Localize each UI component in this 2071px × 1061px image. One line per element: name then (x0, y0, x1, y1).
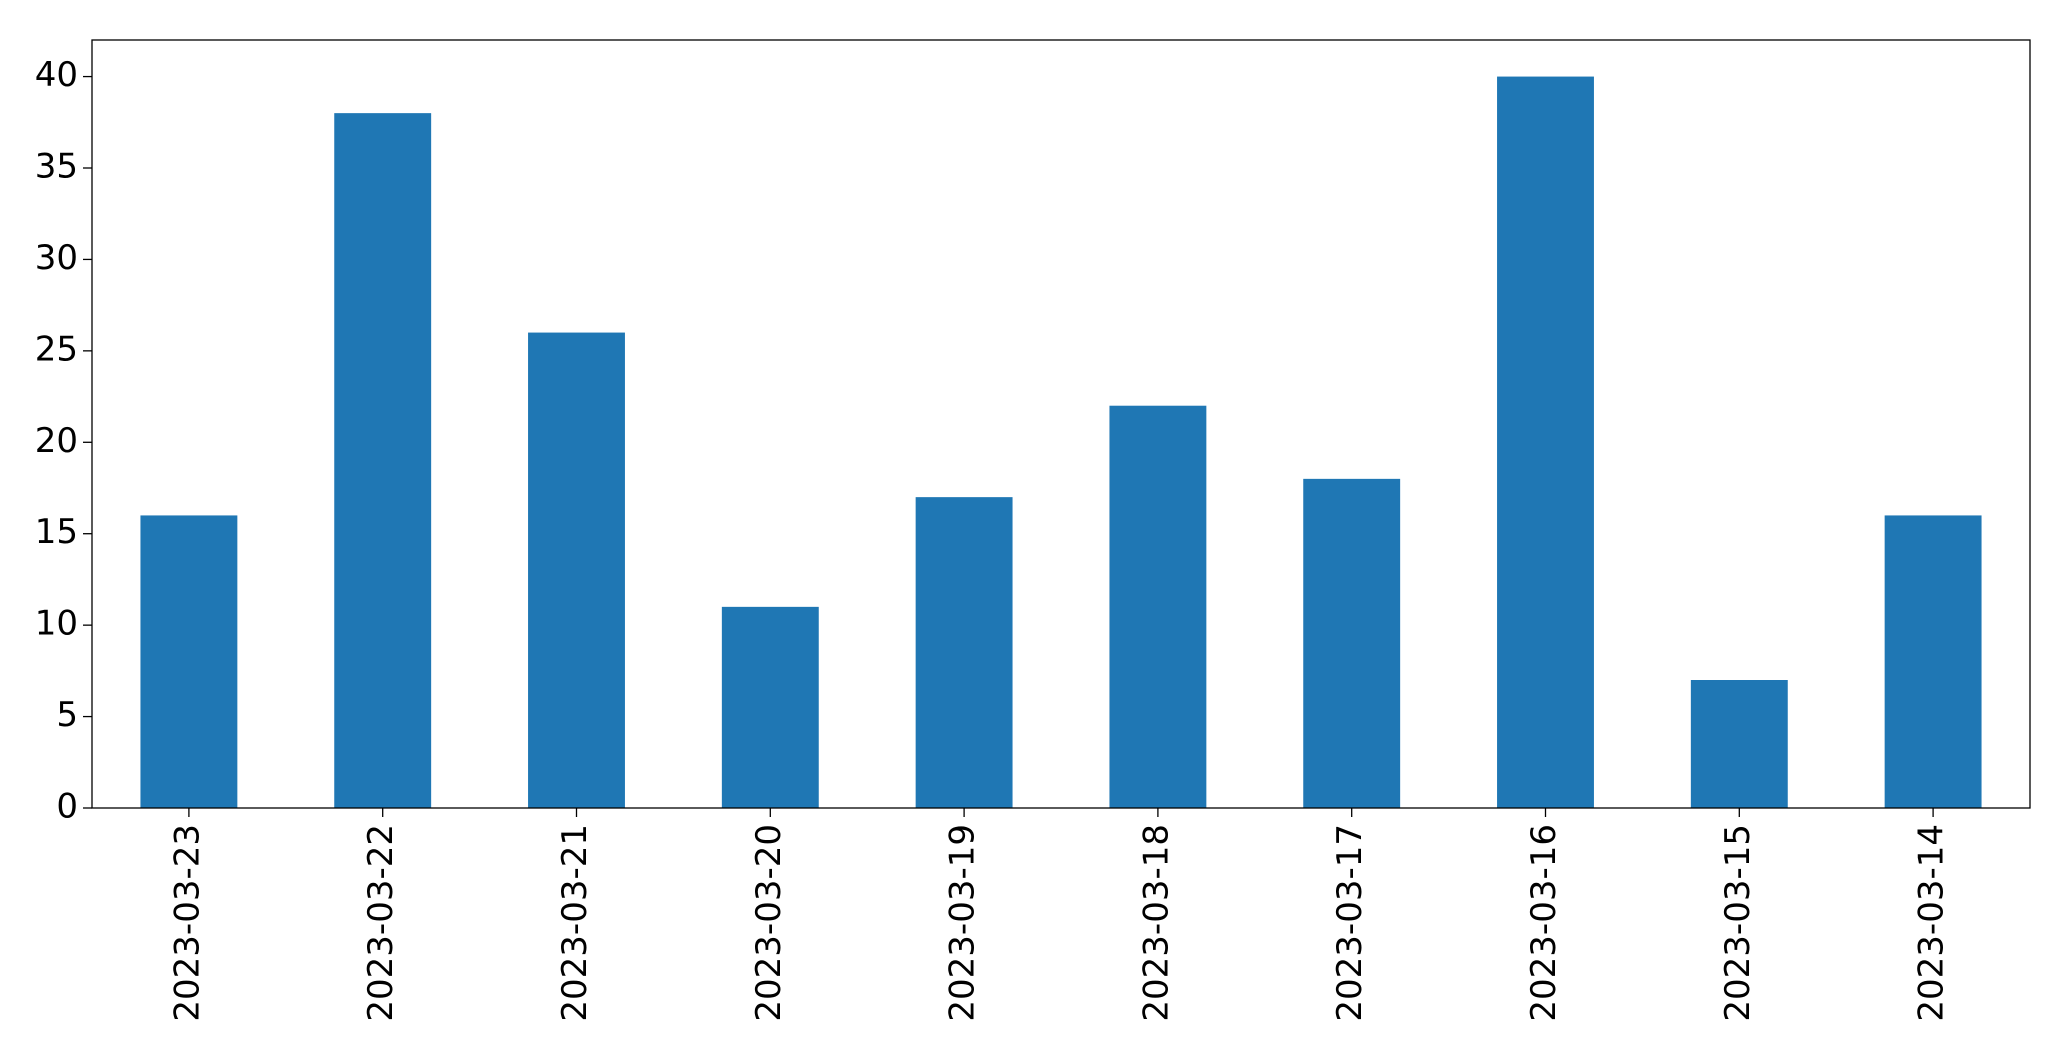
bar (528, 332, 625, 808)
y-tick-label: 5 (56, 695, 78, 735)
y-tick-label: 20 (35, 421, 78, 461)
bar (1109, 405, 1207, 808)
bar (1690, 680, 1788, 808)
x-tick-label: 2023-03-18 (1136, 824, 1176, 1022)
x-tick-label: 2023-03-21 (555, 824, 595, 1022)
x-tick-label: 2023-03-22 (361, 824, 401, 1022)
x-tick-label: 2023-03-20 (749, 824, 789, 1022)
bar (334, 113, 432, 808)
x-tick-label: 2023-03-23 (167, 824, 207, 1022)
x-tick-label: 2023-03-19 (943, 824, 983, 1022)
bar (721, 606, 819, 808)
bar (1497, 76, 1594, 809)
y-tick-label: 35 (35, 147, 78, 187)
x-tick-label: 2023-03-16 (1524, 824, 1564, 1022)
bar (915, 497, 1013, 808)
x-tick-label: 2023-03-17 (1330, 824, 1370, 1022)
x-tick-label: 2023-03-14 (1912, 824, 1952, 1022)
y-tick-label: 10 (35, 604, 78, 644)
y-tick-label: 15 (35, 512, 78, 552)
plot-frame (91, 39, 2031, 809)
bar (1303, 478, 1401, 808)
y-tick-label: 0 (56, 787, 78, 827)
y-tick-label: 40 (35, 55, 78, 95)
x-tick-label: 2023-03-15 (1718, 824, 1758, 1022)
y-tick-label: 30 (35, 238, 78, 278)
bar (1884, 515, 1982, 808)
y-tick-label: 25 (35, 329, 78, 369)
bar (140, 515, 238, 808)
bars (140, 76, 1982, 809)
